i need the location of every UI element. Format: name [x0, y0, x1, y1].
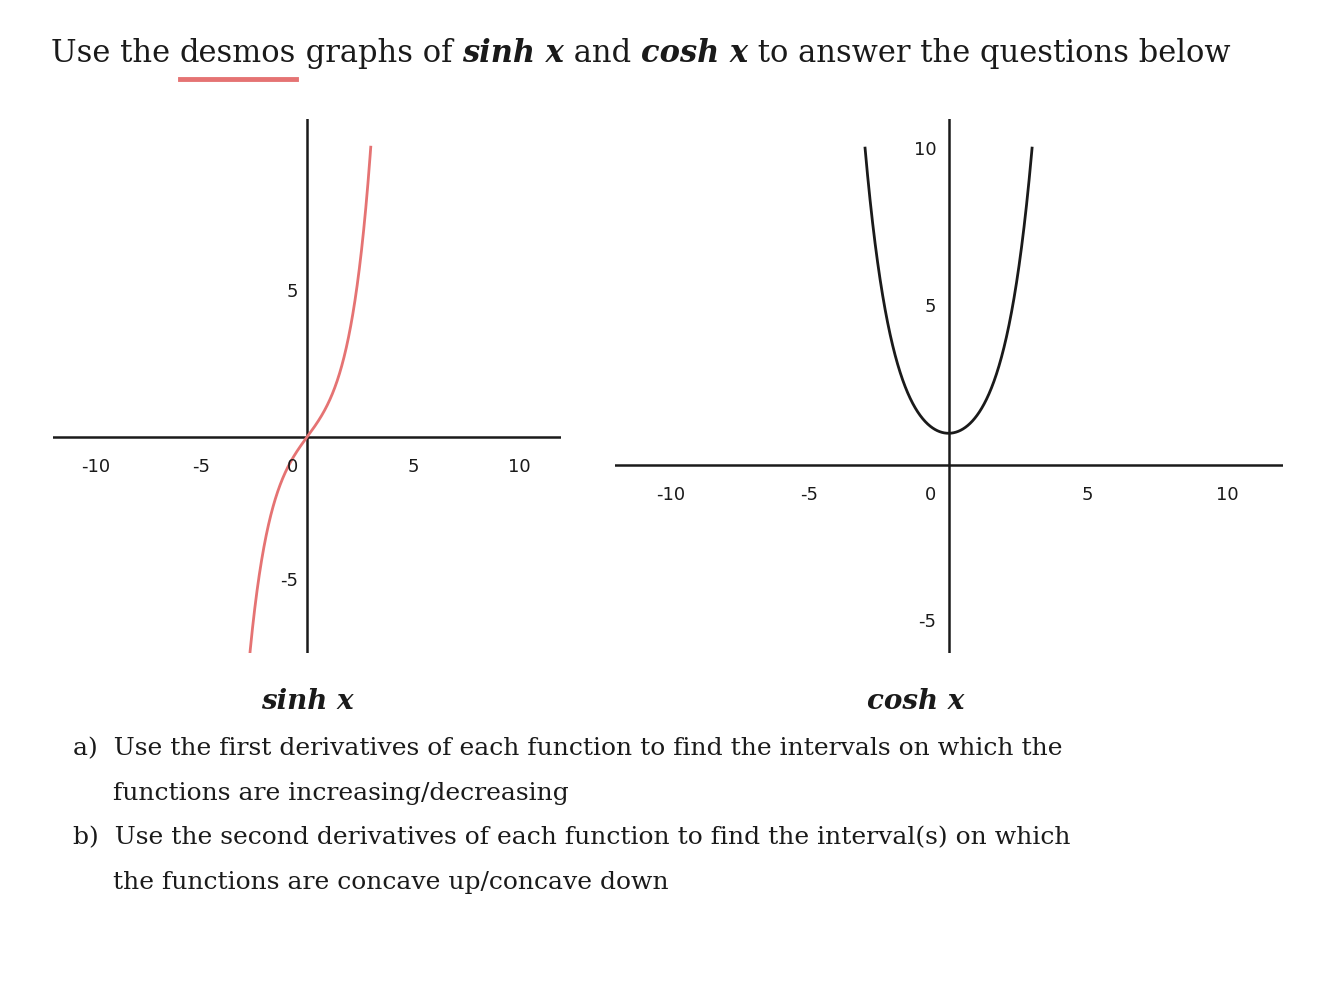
Text: Use the: Use the: [51, 38, 179, 68]
Text: desmos: desmos: [179, 38, 297, 68]
Text: -10: -10: [656, 486, 685, 504]
Text: b)  Use the second derivatives of each function to find the interval(s) on which: b) Use the second derivatives of each fu…: [73, 827, 1071, 849]
Text: 5: 5: [287, 283, 298, 301]
Text: -5: -5: [192, 458, 211, 476]
Text: -10: -10: [81, 458, 111, 476]
Text: 0: 0: [926, 486, 937, 504]
Text: graphs of: graphs of: [297, 38, 462, 68]
Text: 10: 10: [1216, 486, 1238, 504]
Text: -5: -5: [800, 486, 819, 504]
Text: functions are increasing/decreasing: functions are increasing/decreasing: [73, 782, 569, 805]
Text: cosh x: cosh x: [641, 38, 748, 68]
Text: 5: 5: [1082, 486, 1093, 504]
Text: sinh x: sinh x: [261, 688, 354, 715]
Text: 5: 5: [407, 458, 418, 476]
Text: 10: 10: [914, 142, 937, 159]
Text: 10: 10: [508, 458, 530, 476]
Text: -5: -5: [919, 613, 937, 631]
Text: to answer the questions below: to answer the questions below: [748, 38, 1230, 68]
Text: sinh x: sinh x: [462, 38, 564, 68]
Text: -5: -5: [281, 572, 298, 590]
Text: a)  Use the first derivatives of each function to find the intervals on which th: a) Use the first derivatives of each fun…: [73, 738, 1063, 760]
Text: 5: 5: [925, 298, 937, 317]
Text: 0: 0: [287, 458, 298, 476]
Text: cosh x: cosh x: [867, 688, 963, 715]
Text: and: and: [564, 38, 641, 68]
Text: the functions are concave up/concave down: the functions are concave up/concave dow…: [73, 871, 669, 894]
